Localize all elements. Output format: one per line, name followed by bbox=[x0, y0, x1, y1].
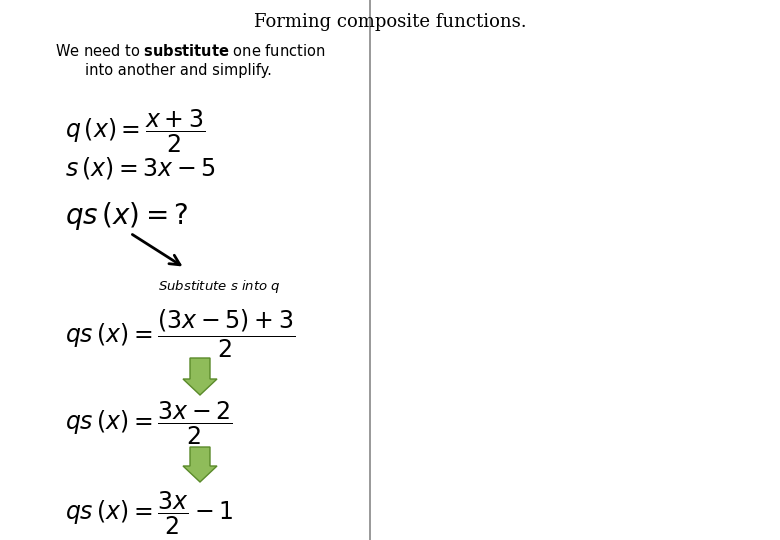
Text: $q\,(x) = \dfrac{x+3}{2}$: $q\,(x) = \dfrac{x+3}{2}$ bbox=[65, 108, 205, 156]
Text: Substitute $s$ into $q$: Substitute $s$ into $q$ bbox=[158, 278, 281, 295]
Text: Forming composite functions.: Forming composite functions. bbox=[254, 13, 526, 31]
Text: $qs\,(x) = \dfrac{(3x-5)+3}{2}$: $qs\,(x) = \dfrac{(3x-5)+3}{2}$ bbox=[65, 308, 295, 360]
Text: $qs\,(x) = ?$: $qs\,(x) = ?$ bbox=[65, 200, 189, 232]
FancyArrow shape bbox=[183, 447, 217, 482]
Text: $qs\,(x) = \dfrac{3x}{2} - 1$: $qs\,(x) = \dfrac{3x}{2} - 1$ bbox=[65, 490, 233, 537]
FancyArrow shape bbox=[183, 358, 217, 395]
Text: into another and simplify.: into another and simplify. bbox=[85, 63, 272, 78]
Text: $qs\,(x) = \dfrac{3x-2}{2}$: $qs\,(x) = \dfrac{3x-2}{2}$ bbox=[65, 400, 232, 447]
Text: $s\,(x) = 3x - 5$: $s\,(x) = 3x - 5$ bbox=[65, 155, 216, 181]
Text: We need to $\mathbf{substitute}$ one function: We need to $\mathbf{substitute}$ one fun… bbox=[55, 43, 325, 59]
